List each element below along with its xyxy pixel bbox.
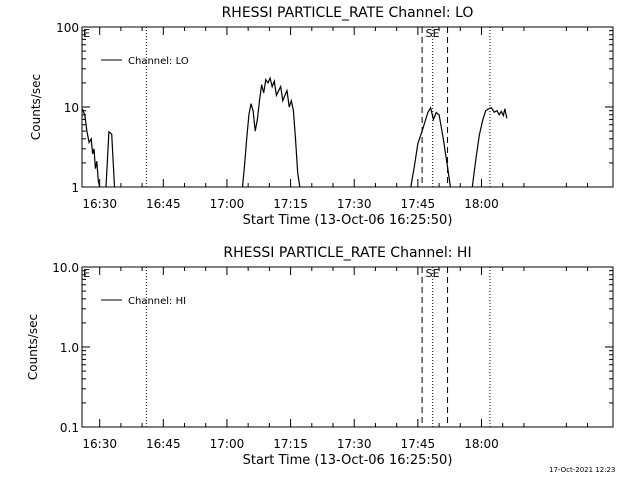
x-tick-label: 16:45 bbox=[146, 197, 181, 211]
y-tick-label: 10.0 bbox=[52, 261, 79, 275]
chart-title: RHESSI PARTICLE_RATE Channel: LO bbox=[222, 5, 474, 21]
y-tick-label: 10 bbox=[64, 101, 79, 115]
series-line bbox=[81, 108, 101, 188]
footer-timestamp: 17-Oct-2021 12:23 bbox=[549, 466, 616, 474]
x-tick-label: 17:15 bbox=[273, 437, 308, 451]
marker-label-start: S bbox=[426, 267, 433, 280]
x-tick-label: 16:45 bbox=[146, 437, 181, 451]
y-tick-label: 1 bbox=[71, 181, 79, 195]
panel-1: RHESSI PARTICLE_RATE Channel: LO Counts/s… bbox=[29, 5, 614, 228]
y-tick-label: 100 bbox=[56, 21, 79, 35]
marker-label-start: S bbox=[426, 27, 433, 40]
x-tick-label: 17:45 bbox=[401, 437, 436, 451]
plot-frame bbox=[81, 26, 614, 188]
series-line bbox=[241, 76, 301, 188]
x-axis-label: Start Time (13-Oct-06 16:25:50) bbox=[243, 453, 453, 468]
marker-label-left-edge: E bbox=[83, 267, 90, 280]
plot-frame bbox=[81, 266, 614, 428]
series-line bbox=[410, 106, 451, 188]
panel-2: RHESSI PARTICLE_RATE Channel: HI Counts/s… bbox=[26, 245, 614, 468]
marker-label-end: E bbox=[433, 27, 440, 40]
x-tick-label: 17:00 bbox=[210, 437, 245, 451]
legend: Channel: LO bbox=[101, 56, 189, 67]
x-tick-label: 16:30 bbox=[82, 437, 117, 451]
y-axis-label: Counts/sec bbox=[26, 314, 40, 380]
y-tick-label: 0.1 bbox=[60, 421, 79, 435]
x-tick-label: 18:00 bbox=[464, 437, 499, 451]
x-axis-label: Start Time (13-Oct-06 16:25:50) bbox=[243, 213, 453, 228]
legend-label: Channel: HI bbox=[128, 296, 186, 307]
x-tick-label: 17:15 bbox=[273, 197, 308, 211]
marker-label-end: E bbox=[433, 267, 440, 280]
legend-label: Channel: LO bbox=[128, 56, 189, 67]
chart-title: RHESSI PARTICLE_RATE Channel: HI bbox=[223, 245, 471, 261]
x-tick-label: 17:30 bbox=[337, 437, 372, 451]
x-tick-label: 17:45 bbox=[401, 197, 436, 211]
marker-label-left-edge: E bbox=[83, 27, 90, 40]
series-line bbox=[105, 130, 116, 188]
x-tick-label: 17:00 bbox=[210, 197, 245, 211]
legend: Channel: HI bbox=[101, 296, 186, 307]
x-tick-label: 18:00 bbox=[464, 197, 499, 211]
x-tick-label: 17:30 bbox=[337, 197, 372, 211]
x-tick-label: 16:30 bbox=[82, 197, 117, 211]
y-tick-label: 1.0 bbox=[60, 341, 79, 355]
y-axis-label: Counts/sec bbox=[29, 74, 43, 140]
series-line bbox=[471, 106, 508, 188]
